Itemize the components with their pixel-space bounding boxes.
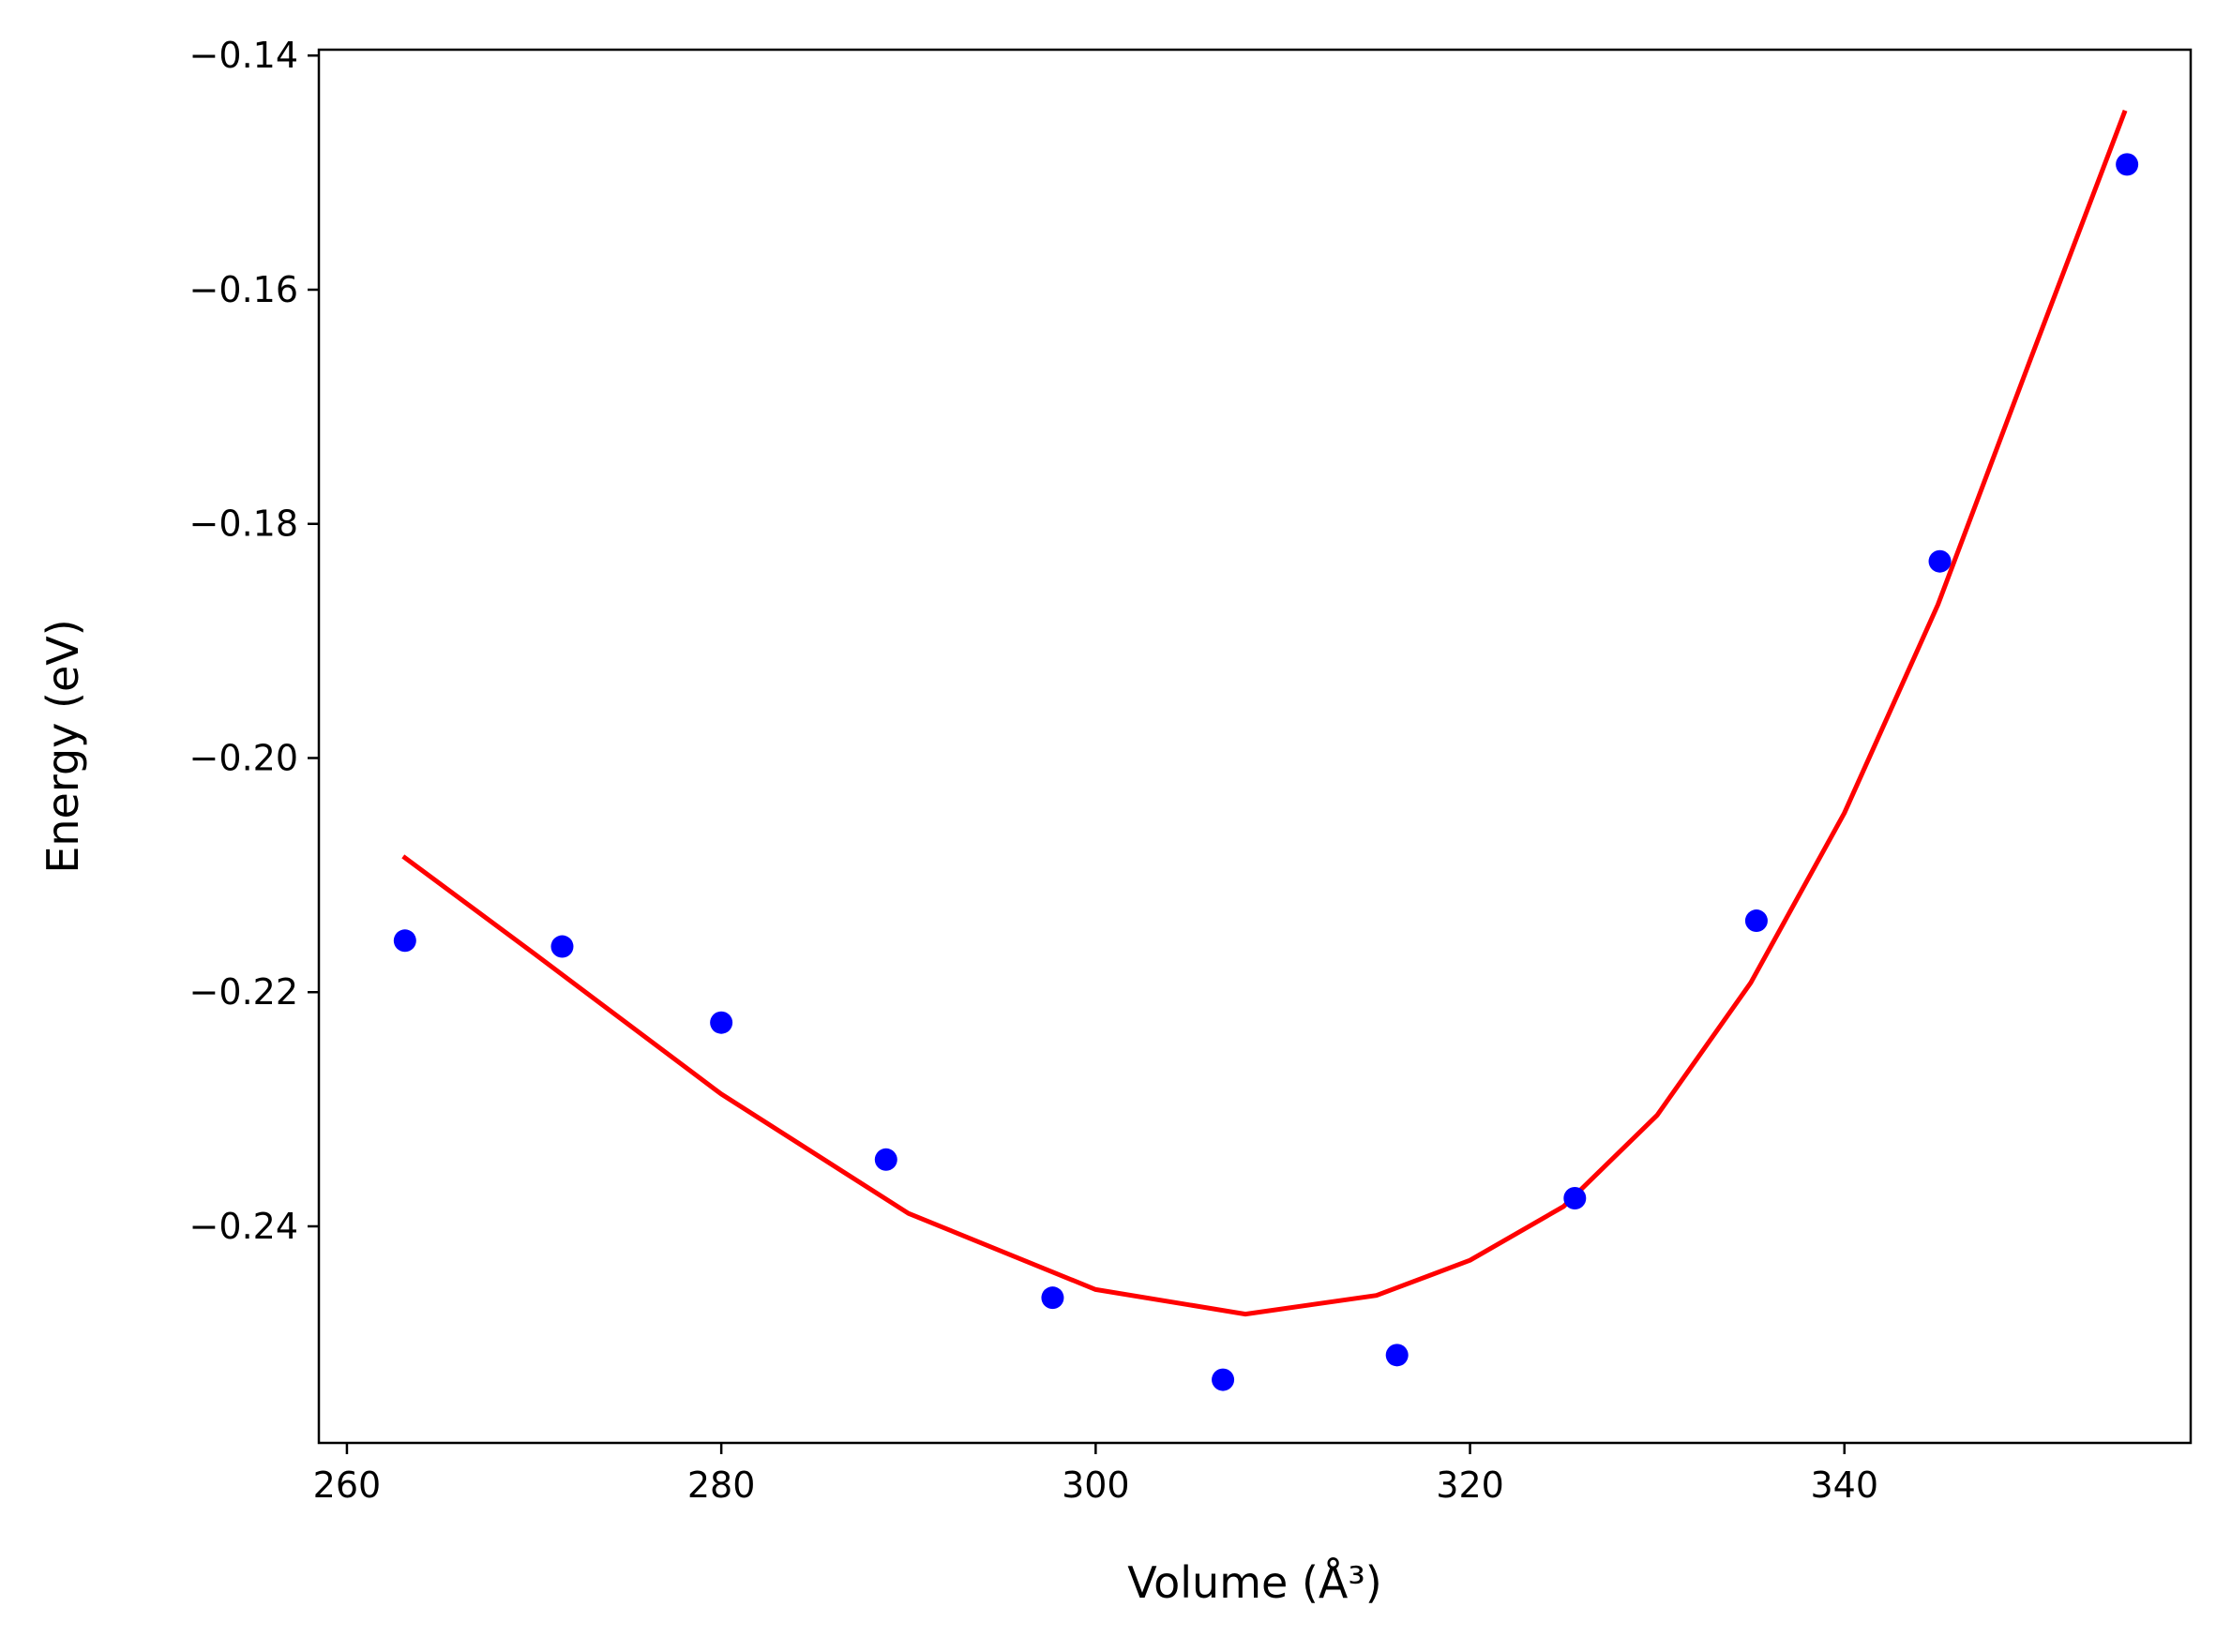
x-tick-label: 260 — [313, 1464, 382, 1506]
data-point — [1744, 909, 1768, 933]
x-tick-label: 320 — [1436, 1464, 1504, 1506]
y-tick-label: −0.20 — [189, 737, 298, 778]
y-tick-label: −0.18 — [189, 503, 298, 545]
x-axis-label: Volume (Å³) — [1127, 1557, 1382, 1608]
data-point — [1212, 1368, 1235, 1391]
data-point — [710, 1011, 733, 1034]
x-tick-label: 280 — [687, 1464, 756, 1506]
data-points-layer — [393, 153, 2139, 1391]
x-tick-label: 300 — [1062, 1464, 1130, 1506]
data-point — [550, 935, 574, 958]
data-point — [393, 929, 416, 953]
fit-curve-layer — [401, 110, 2128, 1317]
data-point — [1041, 1286, 1064, 1310]
y-axis-label: Energy (eV) — [38, 619, 88, 873]
y-tick-label: −0.16 — [189, 269, 298, 310]
data-point — [874, 1148, 897, 1171]
y-tick-label: −0.22 — [189, 971, 298, 1013]
y-axis-ticks: −0.24 −0.22 −0.20 −0.18 −0.16 −0.14 — [189, 35, 319, 1247]
data-point — [1385, 1344, 1409, 1367]
x-axis-ticks: 260 280 300 320 340 — [313, 1443, 1878, 1506]
y-tick-label: −0.24 — [189, 1206, 298, 1247]
y-tick-label: −0.14 — [189, 35, 298, 76]
fit-curve — [401, 110, 2128, 1317]
plot-frame — [317, 48, 2193, 1445]
data-point — [1928, 549, 1952, 573]
x-tick-label: 340 — [1810, 1464, 1878, 1506]
data-point — [1563, 1187, 1587, 1210]
data-point — [2116, 153, 2139, 176]
